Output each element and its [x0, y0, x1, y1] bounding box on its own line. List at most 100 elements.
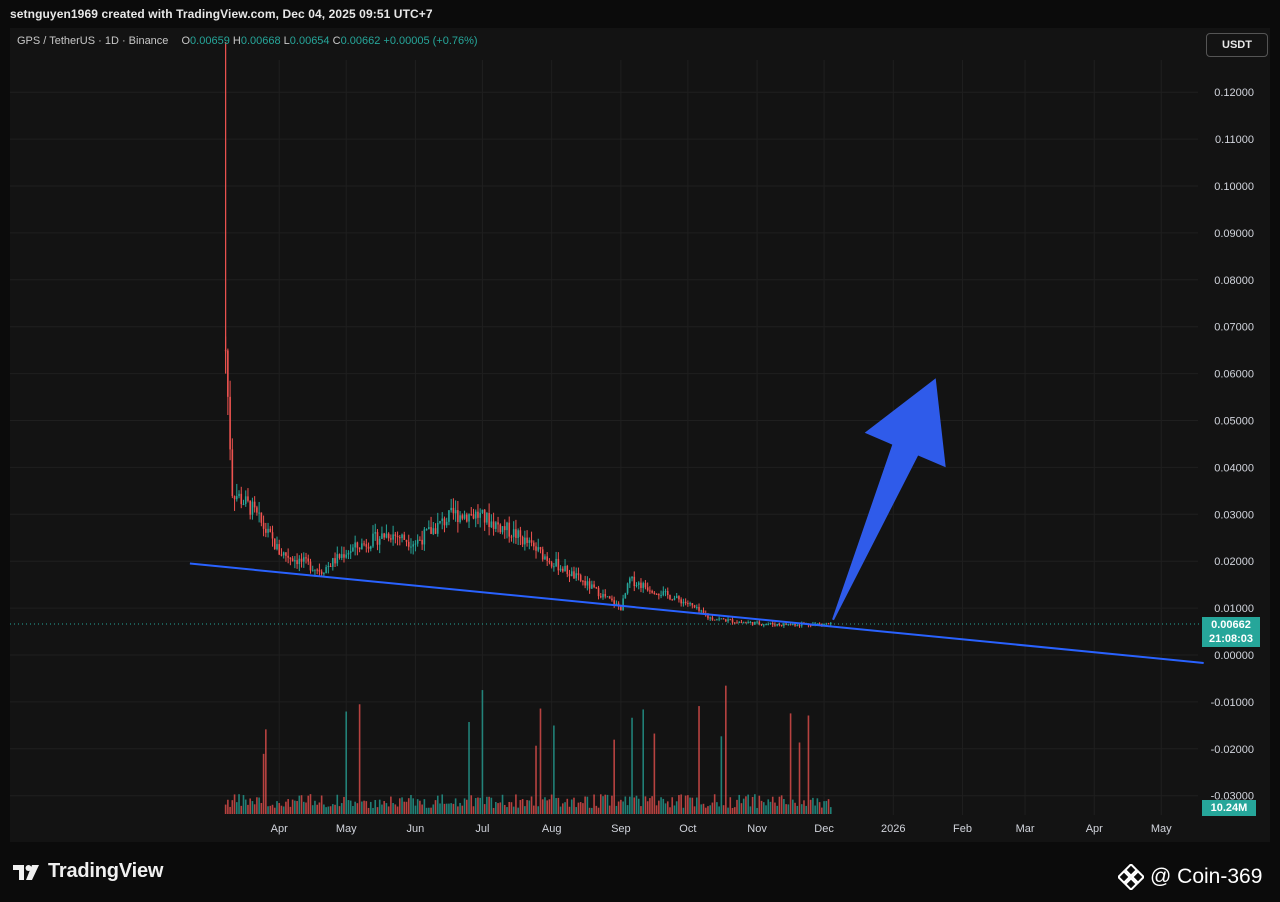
watermark-text: @ Coin-369: [1150, 865, 1263, 888]
candle-body: [311, 570, 314, 572]
projection-arrow-icon: [832, 378, 946, 621]
candle-body: [827, 623, 830, 625]
chart-panel[interactable]: [10, 28, 1270, 842]
candle-body: [258, 512, 260, 514]
volume-bar: [602, 796, 604, 814]
candle-body: [680, 599, 682, 604]
candle-body: [707, 615, 709, 619]
last-price: 0.00662: [1211, 619, 1251, 631]
candle-body: [352, 547, 354, 552]
candle-body: [434, 528, 437, 534]
volume-bar: [633, 797, 636, 814]
candle-body: [689, 603, 691, 605]
candle-body: [669, 595, 671, 600]
candle-body: [678, 596, 680, 600]
candle-body: [796, 625, 799, 627]
candle-body: [367, 546, 370, 549]
volume-bar: [307, 795, 310, 814]
candle-body: [477, 511, 479, 518]
candle-body: [439, 521, 441, 523]
candle-body: [611, 598, 613, 601]
candle-body: [702, 610, 705, 614]
candle-body: [445, 521, 448, 526]
top-bar: setnguyen1969 created with TradingView.c…: [0, 0, 1280, 28]
volume-bar: [622, 801, 624, 814]
volume-bar: [535, 745, 537, 814]
volume-bar: [521, 799, 524, 814]
volume-bar: [358, 704, 361, 814]
volume-bar: [457, 806, 459, 814]
volume-bar: [465, 799, 468, 814]
candle-body: [693, 605, 696, 608]
currency-button[interactable]: USDT: [1206, 33, 1268, 57]
candle-body: [519, 530, 522, 537]
candle-body: [751, 621, 754, 625]
candle-body: [579, 575, 582, 581]
candle-body: [780, 625, 783, 627]
volume-bar: [499, 802, 502, 814]
time-tick-label: Dec: [814, 823, 834, 835]
candle-body: [265, 528, 267, 533]
candle-body: [457, 510, 459, 523]
volume-bar: [783, 798, 785, 814]
candle-body: [229, 396, 231, 450]
time-tick-label: Aug: [542, 823, 562, 835]
candle-body: [459, 515, 461, 523]
volume-bar: [345, 711, 348, 814]
volume-bar: [651, 796, 653, 814]
symbol-name[interactable]: GPS / TetherUS · 1D · Binance: [17, 35, 169, 47]
candle-body: [316, 569, 318, 571]
volume-bar: [396, 806, 399, 814]
open-value: 0.00659: [190, 35, 230, 47]
time-tick-label: May: [1151, 823, 1172, 835]
candle-body: [506, 522, 508, 531]
candle-body: [390, 538, 392, 540]
volume-bar: [443, 803, 446, 814]
volume-bars: [224, 685, 832, 814]
volume-bar: [434, 800, 437, 814]
volume-bar: [635, 795, 638, 814]
candle-body: [631, 576, 633, 579]
candle-body: [253, 501, 256, 508]
tradingview-logo[interactable]: TradingView: [12, 860, 163, 883]
volume-bar: [774, 802, 776, 814]
volume-bar: [265, 729, 267, 814]
volume-bar: [626, 805, 629, 814]
volume-bar: [816, 798, 819, 814]
candle-body: [760, 624, 763, 626]
candle-body: [278, 544, 281, 555]
volume-bar: [673, 805, 676, 814]
volume-bar: [311, 805, 314, 814]
candle-body: [758, 621, 761, 625]
volume-bar: [713, 794, 716, 814]
candle-body: [443, 518, 446, 526]
candle-body: [378, 538, 381, 545]
candle-body: [343, 554, 345, 558]
price-tick-label: 0.09000: [1214, 228, 1254, 240]
volume-bar: [588, 807, 591, 814]
volume-bar: [780, 795, 783, 814]
volume-bar: [731, 807, 734, 814]
volume-bar: [291, 799, 294, 814]
candle-body: [640, 582, 642, 588]
volume-bar: [709, 805, 711, 814]
candle-body: [488, 513, 490, 528]
candle-body: [260, 512, 263, 523]
time-tick-label: Apr: [271, 823, 288, 835]
candle-body: [269, 528, 272, 533]
volume-bar: [461, 805, 464, 814]
candle-body: [700, 610, 703, 612]
candle-body: [479, 512, 481, 518]
volume-bar: [506, 807, 508, 814]
candle-body: [329, 565, 332, 567]
volume-bar: [765, 805, 767, 814]
volume-bar: [807, 715, 810, 814]
volume-bar: [383, 801, 385, 814]
candle-body: [294, 560, 296, 562]
volume-bar: [256, 797, 258, 814]
volume-bar: [405, 801, 408, 814]
volume-bar: [615, 805, 618, 814]
volume-bar: [526, 800, 528, 814]
volume-bar: [546, 800, 548, 814]
